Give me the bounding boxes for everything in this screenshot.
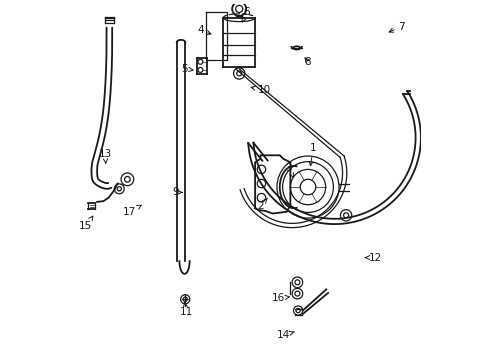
Text: 17: 17 <box>123 205 141 217</box>
Text: 6: 6 <box>242 8 249 22</box>
Text: 15: 15 <box>79 216 93 231</box>
Text: 16: 16 <box>271 293 289 303</box>
Text: 13: 13 <box>98 149 112 163</box>
Text: 3: 3 <box>285 163 293 177</box>
Text: 12: 12 <box>365 253 381 262</box>
Text: 11: 11 <box>179 303 193 317</box>
Text: 7: 7 <box>388 22 404 32</box>
Text: 14: 14 <box>276 330 293 340</box>
Text: 8: 8 <box>304 57 311 67</box>
Text: 4: 4 <box>197 25 210 35</box>
Text: 1: 1 <box>308 143 316 166</box>
Text: 9: 9 <box>172 187 182 197</box>
Text: 5: 5 <box>181 64 193 74</box>
Text: 2: 2 <box>257 198 267 211</box>
Text: 10: 10 <box>251 85 270 95</box>
